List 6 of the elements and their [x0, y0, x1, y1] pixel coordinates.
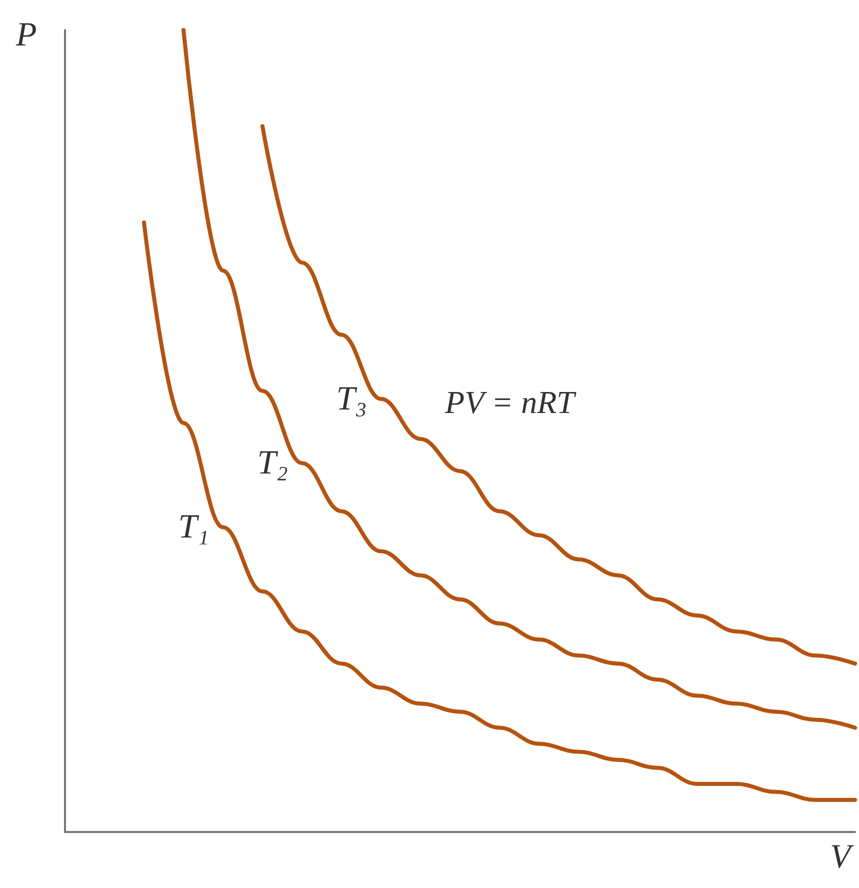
- series-label: T₃: [336, 380, 367, 418]
- x-axis-title: V: [830, 838, 855, 876]
- series-label: T₂: [257, 444, 288, 482]
- annotation: PV = nRT: [444, 384, 577, 420]
- series-label: T₁: [178, 508, 209, 546]
- y-axis-title: P: [15, 16, 37, 54]
